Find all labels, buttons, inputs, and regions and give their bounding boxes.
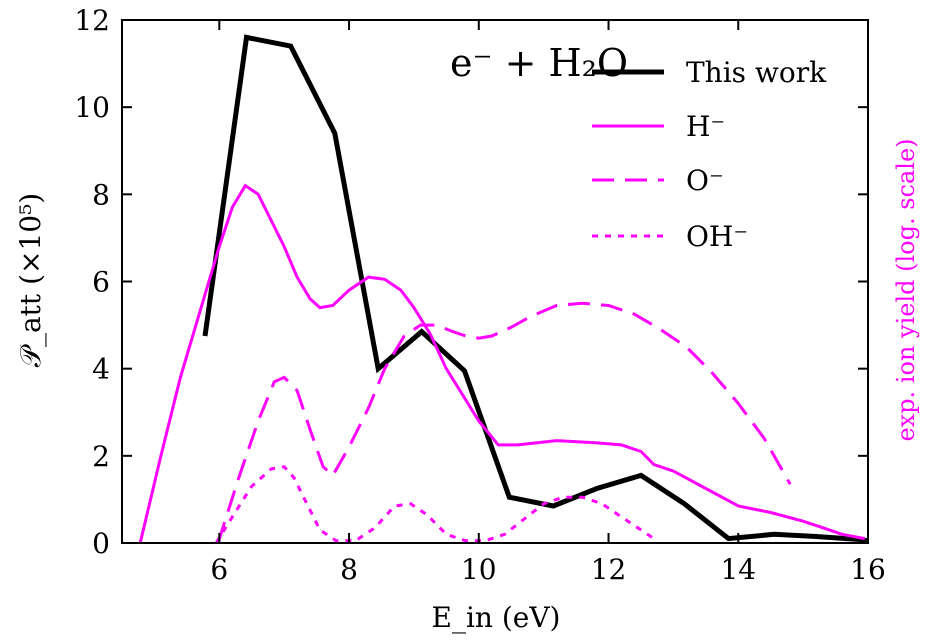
y-tick-label: 0	[92, 527, 110, 560]
x-tick-label: 14	[720, 553, 756, 586]
legend: This work H⁻ O⁻ OH⁻	[592, 56, 827, 253]
series-line-0	[202, 34, 869, 544]
x-axis-label: E_in (eV)	[432, 601, 561, 634]
chart-title: e⁻ + H₂O	[450, 41, 628, 85]
legend-label-2: O⁻	[686, 164, 724, 197]
y-tick-label: 6	[92, 266, 110, 299]
x-tick-label: 6	[210, 553, 228, 586]
legend-label-3: OH⁻	[686, 220, 748, 253]
legend-label-1: H⁻	[686, 110, 725, 143]
y-tick-label: 10	[74, 91, 110, 124]
x-tick-label: 12	[591, 553, 627, 586]
y-tick-label: 8	[92, 178, 110, 211]
y-tick-label: 12	[74, 4, 110, 37]
series-layer	[138, 34, 869, 544]
axis-layer: 6 8 10 12 14 16 0 2 4 6 8 10 12	[74, 4, 885, 586]
series-line-3	[214, 465, 655, 544]
x-tick-label: 8	[340, 553, 358, 586]
x-tick-label: 16	[850, 553, 886, 586]
legend-label-0: This work	[686, 56, 827, 89]
y-axis-label: 𝒫_att (×10⁵)	[14, 193, 47, 367]
y-tick-label: 4	[92, 353, 110, 386]
series-line-2	[216, 301, 792, 544]
series-line-1	[138, 183, 866, 544]
x-tick-label: 10	[461, 553, 497, 586]
secondary-y-axis-label: exp. ion yield (log. scale)	[892, 138, 920, 441]
y-tick-label: 2	[92, 440, 110, 473]
plot-frame	[121, 19, 869, 544]
